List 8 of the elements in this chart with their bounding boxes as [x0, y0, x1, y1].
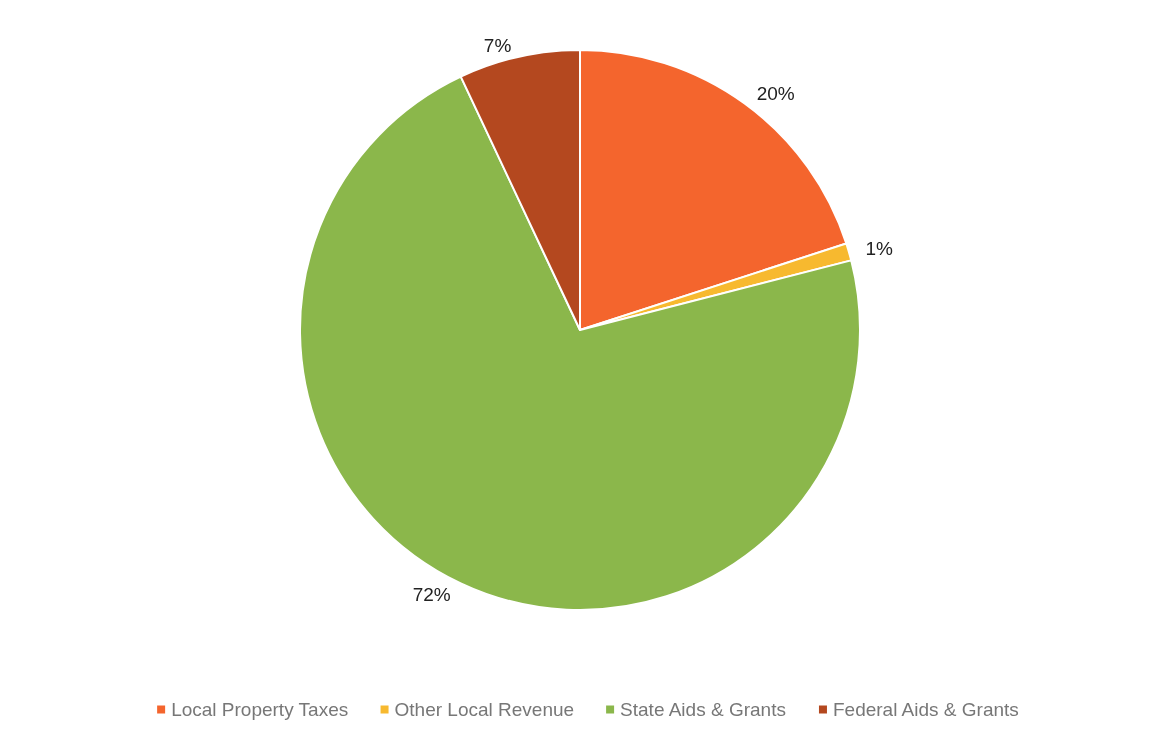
data-label: 20% — [756, 83, 795, 105]
legend-label: State Aids & Grants — [620, 699, 786, 720]
legend-label: Local Property Taxes — [171, 699, 349, 720]
data-label: 7% — [483, 34, 512, 56]
legend-label: Federal Aids & Grants — [832, 699, 1019, 720]
data-label: 72% — [412, 583, 451, 605]
legend-label: Other Local Revenue — [394, 699, 575, 720]
data-label: 1% — [865, 238, 893, 260]
